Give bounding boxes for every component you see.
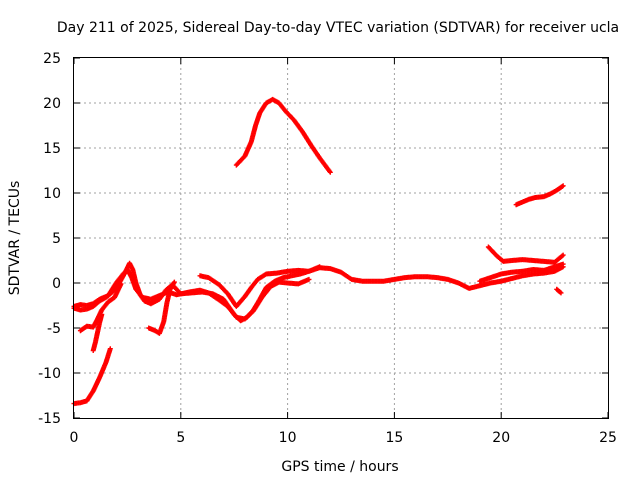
y-tick-label: -10 <box>38 366 61 382</box>
series-track-j <box>485 244 566 265</box>
y-tick-label: 25 <box>43 51 61 67</box>
chart-title: Day 211 of 2025, Sidereal Day-to-day VTE… <box>57 20 619 36</box>
data-point <box>560 261 566 267</box>
data-point <box>327 169 333 175</box>
data-point <box>317 264 323 270</box>
y-tick-label: -5 <box>47 321 61 337</box>
data-point <box>560 252 566 258</box>
axis-ticks: 0 5 10 15 20 25 -15 -10 -5 0 5 10 15 20 25 <box>38 51 617 446</box>
y-tick-label: 10 <box>43 186 61 202</box>
data-point <box>107 346 113 352</box>
x-tick-label: 15 <box>385 430 403 446</box>
y-tick-label: 0 <box>52 276 61 292</box>
series-track-k <box>477 261 566 284</box>
series-track-l <box>554 286 564 296</box>
x-tick-label: 20 <box>492 430 510 446</box>
data-point <box>99 312 105 317</box>
data-point <box>171 279 177 285</box>
data-point <box>558 290 564 296</box>
x-tick-label: 5 <box>176 430 185 446</box>
data-point <box>559 253 565 259</box>
data-points <box>71 96 566 407</box>
series-track-g <box>146 279 177 336</box>
x-axis-label: GPS time / hours <box>281 459 398 475</box>
series-track-f <box>90 312 105 353</box>
data-point <box>557 289 563 295</box>
series-track-e <box>77 281 124 334</box>
plot-frame <box>73 57 609 419</box>
data-point <box>306 276 312 282</box>
series-track-b <box>71 260 566 324</box>
y-axis-label: SDTVAR / TECUs <box>7 181 23 296</box>
series-track-i <box>513 183 566 208</box>
x-tick-label: 25 <box>599 430 617 446</box>
series-track-a <box>71 346 113 407</box>
x-tick-label: 10 <box>279 430 297 446</box>
data-point <box>560 183 566 189</box>
y-tick-label: 20 <box>43 96 61 112</box>
data-point <box>118 281 124 287</box>
series-track-c <box>71 267 312 322</box>
y-tick-label: -15 <box>38 411 61 427</box>
y-tick-label: 5 <box>52 231 61 247</box>
y-tick-label: 15 <box>43 141 61 157</box>
x-tick-label: 0 <box>70 430 79 446</box>
grid <box>74 58 608 418</box>
series-track-d <box>197 264 323 309</box>
series-track-h <box>233 96 333 175</box>
